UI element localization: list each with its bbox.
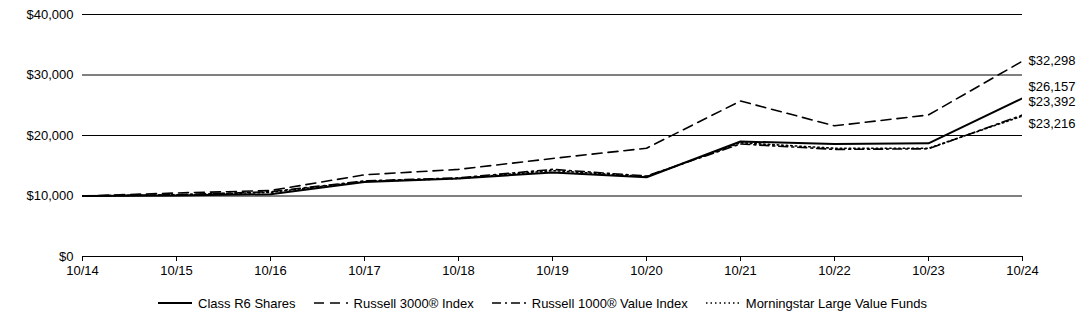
svg-text:10/20: 10/20 <box>630 263 663 278</box>
svg-text:10/15: 10/15 <box>160 263 193 278</box>
svg-text:10/21: 10/21 <box>724 263 757 278</box>
svg-text:$26,157: $26,157 <box>1029 79 1076 94</box>
svg-text:$40,000: $40,000 <box>27 7 74 22</box>
svg-text:$23,216: $23,216 <box>1029 116 1076 131</box>
svg-text:10/17: 10/17 <box>348 263 381 278</box>
html-text:Russell 3000® Index: Russell 3000® Index <box>353 295 474 311</box>
svg-text:10/14: 10/14 <box>66 263 99 278</box>
svg-text:$30,000: $30,000 <box>27 67 74 82</box>
svg-text:$23,392: $23,392 <box>1029 94 1076 109</box>
svg-text:$0: $0 <box>59 249 73 264</box>
svg-text:10/23: 10/23 <box>912 263 945 278</box>
html-text:Class R6 Shares: Class R6 Shares <box>198 295 296 311</box>
svg-text:10/16: 10/16 <box>254 263 287 278</box>
svg-text:10/19: 10/19 <box>536 263 569 278</box>
svg-text:$10,000: $10,000 <box>27 188 74 203</box>
svg-text:$20,000: $20,000 <box>27 128 74 143</box>
svg-text:10/18: 10/18 <box>442 263 475 278</box>
html-text:Russell 1000® Value Index: Russell 1000® Value Index <box>531 295 688 311</box>
svg-text:10/22: 10/22 <box>818 263 851 278</box>
svg-text:10/24: 10/24 <box>1006 263 1039 278</box>
svg-text:$32,298: $32,298 <box>1029 53 1076 68</box>
html-text:Morningstar Large Value Funds: Morningstar Large Value Funds <box>745 295 927 311</box>
